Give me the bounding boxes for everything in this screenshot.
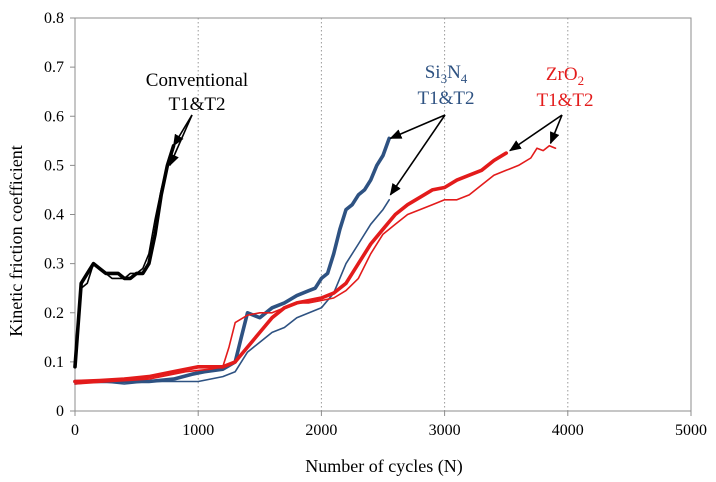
- series-line-zro2-thick: [73, 151, 509, 384]
- arrow-zro2-thin: [549, 114, 563, 145]
- series-line-si3n4-thick: [73, 136, 392, 384]
- x-axis-label: Number of cycles (N): [305, 456, 462, 477]
- arrow-si3n4-thin: [389, 114, 446, 196]
- series-group: [73, 136, 557, 385]
- x-tick-label: 5000: [675, 422, 707, 439]
- y-tick-label: 0.5: [44, 157, 64, 174]
- series-line-conventional-thick: [73, 143, 176, 369]
- x-tick-label: 3000: [429, 422, 461, 439]
- series-line-si3n4-thin: [74, 199, 391, 385]
- arrow-zro2-thick: [509, 114, 563, 152]
- annotation-zro2: ZrO2 T1&T2: [537, 64, 594, 111]
- annotation-si3n4: Si3N4 T1&T2: [418, 62, 475, 109]
- axes: 0 0.1 0.2 0.3 0.4 0.5 0.6 0.7 0.8 0 1000 2000 3000 40…: [44, 10, 707, 439]
- y-tick-label: 0.2: [44, 305, 64, 322]
- annotation-zro2-line2: T1&T2: [537, 90, 594, 111]
- y-tick-label: 0.7: [44, 59, 64, 76]
- annotation-arrows: [169, 114, 563, 196]
- arrow-si3n4-thick: [389, 114, 446, 140]
- annotation-conventional: Conventional T1&T2: [146, 70, 248, 115]
- x-tick-label: 1000: [182, 422, 214, 439]
- x-tick-label: 4000: [552, 422, 584, 439]
- y-tick-label: 0.3: [44, 256, 64, 273]
- annotation-conventional-line1: Conventional: [146, 70, 248, 91]
- x-tick-label: 2000: [305, 422, 337, 439]
- annotation-zro2-line1: ZrO2: [546, 64, 584, 88]
- annotation-conventional-line2: T1&T2: [169, 94, 226, 115]
- annotation-si3n4-line1: Si3N4: [425, 62, 468, 86]
- y-tick-label: 0.4: [44, 207, 64, 224]
- series-line-conventional-thin: [74, 154, 172, 368]
- y-tick-label: 0.6: [44, 108, 64, 125]
- series-line-zro2-thin: [74, 144, 557, 385]
- annotation-si3n4-line2: T1&T2: [418, 88, 475, 109]
- y-tick-label: 0.1: [44, 354, 64, 371]
- grid: [197, 18, 569, 411]
- arrow-conventional-thin: [169, 114, 193, 167]
- x-tick-label: 0: [71, 422, 79, 439]
- y-tick-label: 0.8: [44, 10, 64, 27]
- y-axis-label: Kinetic friction coefficient: [6, 145, 26, 337]
- y-tick-label: 0: [56, 403, 64, 420]
